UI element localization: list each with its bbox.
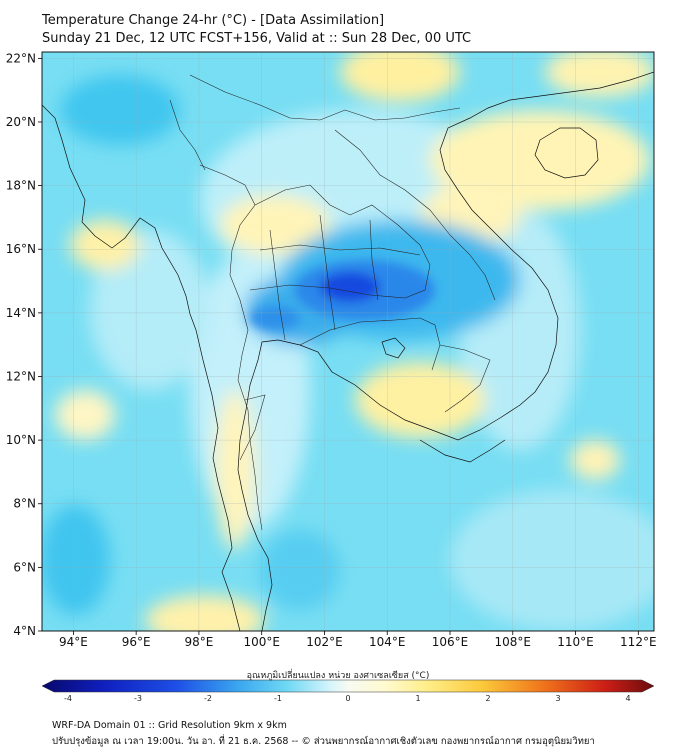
- chart-title: Temperature Change 24-hr (°C) - [Data As…: [42, 13, 385, 28]
- field-cold-northwest: [60, 75, 180, 145]
- border-china: [189, 74, 461, 121]
- lat-label: 22°N: [6, 51, 36, 65]
- field-cold-center: [320, 272, 380, 302]
- lon-label: 94°E: [59, 635, 88, 649]
- longitude-labels: 94°E 96°E 98°E 100°E 102°E 104°E 106°E 108°E 110…: [59, 631, 657, 649]
- border-provinces-e: [369, 219, 379, 301]
- border-laos-vietnam: [334, 129, 496, 301]
- field-warm-peninsula: [215, 390, 255, 550]
- field-warm-delta: [70, 220, 140, 270]
- field-cold-small: [250, 306, 300, 330]
- colorbar-tick-label: 3: [555, 694, 560, 703]
- field-warm-sea-east: [570, 440, 620, 480]
- field-core: [250, 260, 435, 330]
- coast-peninsula-east: [237, 71, 654, 631]
- gridlines: [42, 52, 654, 631]
- colorbar-ticks: -4 -3 -2 -1 0 1 2 3 4: [64, 694, 631, 703]
- coast-gulf-island: [381, 337, 406, 359]
- colorbar-bar: [41, 679, 655, 693]
- colorbar-tick-label: 2: [485, 694, 490, 703]
- lat-label: 12°N: [6, 369, 36, 383]
- lon-label: 110°E: [557, 635, 594, 649]
- field-cold-southwest: [42, 505, 110, 615]
- field-cold-peninsula: [260, 530, 340, 610]
- border-thai-laos: [254, 184, 431, 299]
- colorbar-tick-label: -1: [274, 694, 282, 703]
- lon-label: 100°E: [243, 635, 280, 649]
- lon-label: 102°E: [306, 635, 343, 649]
- coast-myanmar-west: [42, 104, 241, 631]
- lon-label: 112°E: [620, 635, 657, 649]
- latitude-labels: 4°N 6°N 8°N 10°N 12°N 14°N 16°N 18°N 20°N 22°N: [6, 51, 42, 638]
- border-thai-myanmar: [199, 164, 263, 531]
- lon-label: 98°E: [184, 635, 213, 649]
- colorbar-title: อุณหภูมิเปลี่ยนแปลง หน่วย องศาเซลเซียส (…: [246, 671, 430, 681]
- footer-model-info: WRF-DA Domain 01 :: Grid Resolution 9km …: [52, 720, 287, 731]
- lat-label: 6°N: [13, 560, 36, 574]
- lon-label: 104°E: [369, 635, 406, 649]
- colorbar-tick-label: -2: [204, 694, 212, 703]
- field-light-south: [450, 490, 654, 630]
- colorbar-tick-label: 0: [345, 694, 350, 703]
- borders: [169, 74, 496, 531]
- lat-label: 18°N: [6, 179, 36, 193]
- field-warm-top: [340, 52, 460, 102]
- border-provinces-b: [249, 284, 406, 299]
- colorbar-tick-label: 4: [625, 694, 630, 703]
- field-light-andaman: [90, 230, 210, 390]
- coast-hainan: [534, 127, 599, 179]
- lat-label: 20°N: [6, 115, 36, 129]
- coast-vietnam-south: [419, 439, 506, 463]
- map-frame: [41, 51, 655, 632]
- lon-label: 106°E: [432, 635, 469, 649]
- chart-subtitle: Sunday 21 Dec, 12 UTC FCST+156, Valid at…: [42, 31, 472, 46]
- colorbar-tick-label: -4: [64, 694, 72, 703]
- lat-label: 14°N: [6, 306, 36, 320]
- lat-label: 8°N: [13, 497, 36, 511]
- lon-label: 96°E: [122, 635, 151, 649]
- temperature-field: [42, 52, 654, 631]
- field-warm-bottom: [145, 595, 265, 631]
- footer-credit: ปรับปรุงข้อมูล ณ เวลา 19:00น. วัน อา. ที…: [52, 736, 595, 747]
- border-myanmar-east: [169, 99, 206, 171]
- colorbar-tick-label: 1: [415, 694, 420, 703]
- lat-label: 16°N: [6, 242, 36, 256]
- colorbar-tick-label: -3: [134, 694, 142, 703]
- lat-label: 4°N: [13, 624, 36, 638]
- border-provinces-a: [259, 244, 421, 256]
- coastlines: [42, 71, 654, 631]
- field-warm-hainan: [430, 110, 650, 210]
- border-provinces-d: [319, 214, 336, 331]
- field-warm-topright: [545, 52, 654, 97]
- lat-label: 10°N: [6, 433, 36, 447]
- field-warm-cambodia: [355, 362, 485, 438]
- border-provinces-f: [239, 394, 266, 461]
- border-cambodia-vietnam: [439, 344, 491, 413]
- colorbar: -4 -3 -2 -1 0 1 2 3 4: [41, 679, 655, 703]
- field-warm-north-thai: [220, 195, 330, 255]
- lon-label: 108°E: [495, 635, 532, 649]
- field-warm-sea: [55, 390, 115, 440]
- field-blobs: [42, 52, 654, 631]
- border-provinces-c: [269, 229, 286, 341]
